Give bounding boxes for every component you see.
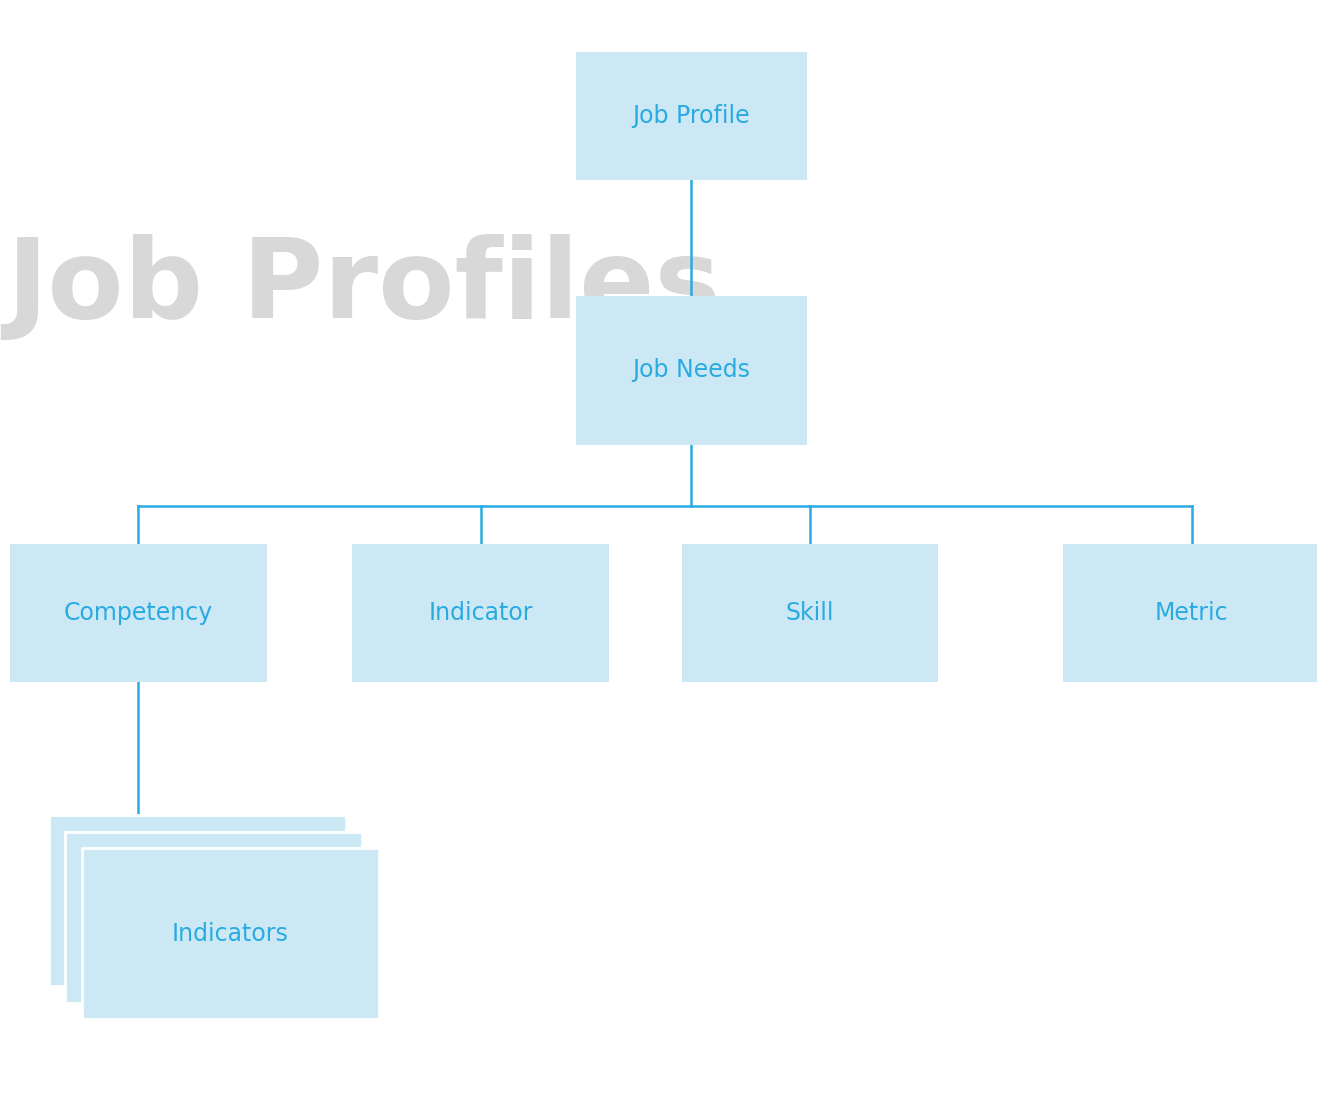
Text: Indicators: Indicators xyxy=(173,922,288,946)
FancyBboxPatch shape xyxy=(65,831,361,1003)
Text: Job Needs: Job Needs xyxy=(632,358,751,382)
FancyBboxPatch shape xyxy=(1064,544,1317,682)
Text: Skill: Skill xyxy=(786,601,834,625)
Text: Indicator: Indicator xyxy=(428,601,533,625)
FancyBboxPatch shape xyxy=(577,52,806,179)
FancyBboxPatch shape xyxy=(577,295,806,444)
FancyBboxPatch shape xyxy=(49,815,345,986)
Text: Competency: Competency xyxy=(63,601,213,625)
Text: Job Profile: Job Profile xyxy=(632,104,751,128)
FancyBboxPatch shape xyxy=(682,544,938,682)
FancyBboxPatch shape xyxy=(82,849,379,1019)
FancyBboxPatch shape xyxy=(9,544,266,682)
Text: Metric: Metric xyxy=(1155,601,1229,625)
FancyBboxPatch shape xyxy=(352,544,608,682)
Text: Job Profiles: Job Profiles xyxy=(7,234,722,340)
